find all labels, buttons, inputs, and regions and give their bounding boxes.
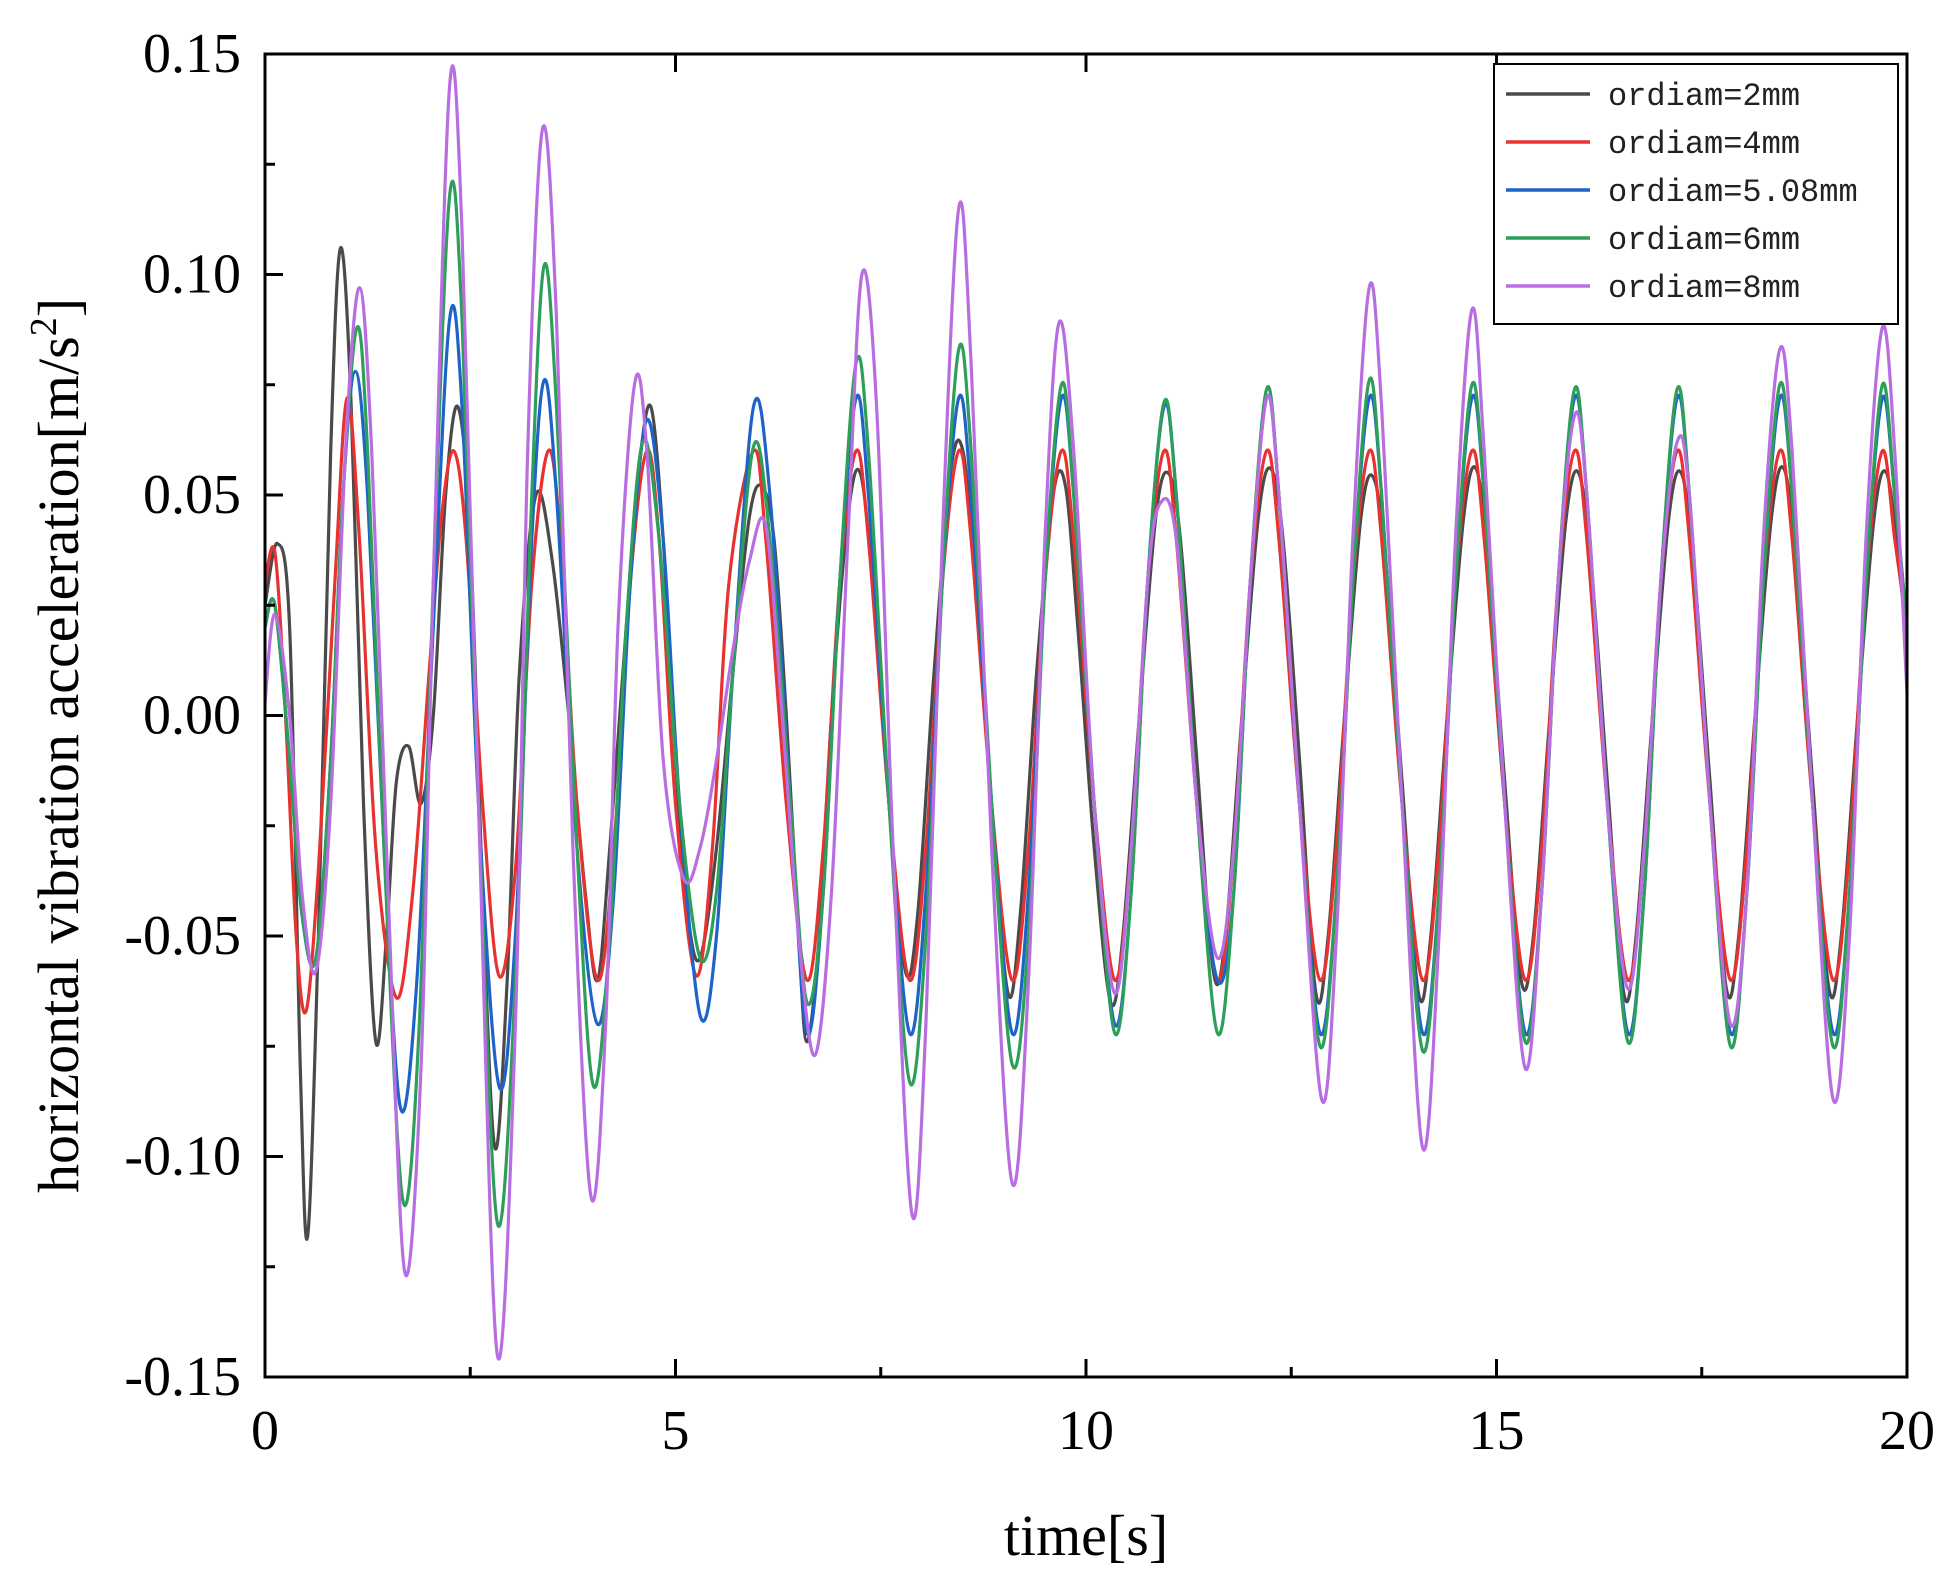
legend-label: ordiam=8mm <box>1608 270 1800 307</box>
legend-label: ordiam=2mm <box>1608 78 1800 115</box>
y-tick-label: 0.00 <box>143 685 241 747</box>
legend-box <box>1493 63 1899 325</box>
legend-item: ordiam=6mm <box>1506 222 1800 259</box>
legend-label: ordiam=6mm <box>1608 222 1800 259</box>
legend-label: ordiam=4mm <box>1608 126 1800 163</box>
legend-item: ordiam=5.08mm <box>1506 174 1858 211</box>
series-line-2 <box>265 396 1907 1015</box>
y-axis-title-main: horizontal vibration acceleration[m/s <box>26 336 91 1193</box>
x-axis-title: time[s] <box>1004 1503 1168 1568</box>
x-tick-label: 0 <box>251 1400 279 1462</box>
y-tick-label: 0.05 <box>143 464 241 526</box>
legend: ordiam=2mm ordiam=4mm ordiam=5.08mm ordiam=… <box>1493 63 1899 325</box>
series-layer <box>265 64 1907 1361</box>
y-tick-label: 0.10 <box>143 244 241 306</box>
legend-item: ordiam=8mm <box>1506 270 1800 307</box>
series-line-5 <box>265 64 1907 1361</box>
legend-label: ordiam=5.08mm <box>1608 174 1858 211</box>
x-tick-label: 20 <box>1879 1400 1935 1462</box>
x-tick-label: 15 <box>1469 1400 1525 1462</box>
series-line-4 <box>265 179 1907 1228</box>
legend-item: ordiam=2mm <box>1506 78 1800 115</box>
legend-items: ordiam=2mm ordiam=4mm ordiam=5.08mm ordiam=… <box>1506 78 1858 307</box>
x-tick-label: 10 <box>1058 1400 1114 1462</box>
y-axis-title-superscript: 2 <box>23 317 65 336</box>
y-axis-title: horizontal vibration acceleration[m/s2] <box>23 298 91 1193</box>
legend-item: ordiam=4mm <box>1506 126 1800 163</box>
y-tick-label: -0.05 <box>124 905 241 967</box>
y-axis-title-close: ] <box>26 298 91 317</box>
y-tick-label: 0.15 <box>143 23 241 85</box>
y-tick-label: -0.15 <box>124 1346 241 1408</box>
x-tick-label: 5 <box>662 1400 690 1462</box>
y-tick-label: -0.10 <box>124 1126 241 1188</box>
